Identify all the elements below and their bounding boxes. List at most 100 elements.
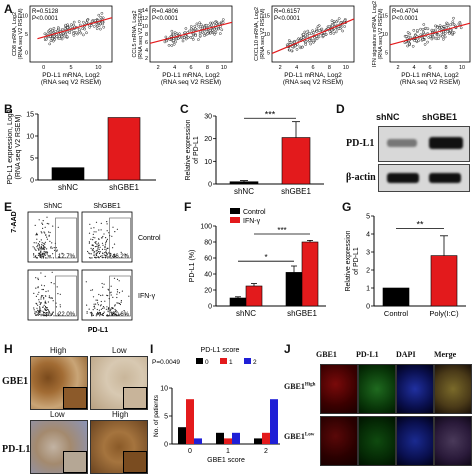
scatter-point: [183, 31, 187, 34]
flow-event: [35, 277, 37, 279]
flow-event: [93, 306, 95, 308]
flow-event: [35, 242, 37, 244]
y-tick-label: 10: [160, 386, 168, 393]
scatter-point: [307, 32, 311, 35]
scatter-point: [90, 19, 94, 23]
flow-event: [96, 245, 98, 247]
scatter-point: [49, 27, 52, 31]
flow-event: [48, 235, 50, 237]
blot-band-pdl1-shgbe1: [429, 137, 463, 149]
legend-swatch: [220, 358, 227, 364]
flow-event: [116, 228, 118, 230]
blot-band-actin-shgbe1: [429, 173, 461, 183]
bar: [107, 117, 141, 181]
flow-event: [52, 300, 54, 302]
flow-event: [96, 299, 99, 301]
scatter-point: [198, 31, 202, 35]
flow-event: [92, 233, 94, 235]
flow-event: [40, 239, 42, 241]
significance-label: *: [264, 253, 267, 262]
flow-event: [34, 224, 36, 226]
bar: [224, 438, 232, 444]
flow-event: [41, 242, 43, 244]
flow-event: [104, 246, 106, 249]
flow-event: [43, 304, 45, 306]
flow-event: [101, 248, 104, 250]
scatter-point: [191, 38, 195, 41]
scatter-point: [438, 24, 442, 27]
scatter-point: [170, 29, 174, 33]
flow-event: [43, 242, 45, 244]
flow-event: [38, 244, 40, 246]
flow-event: [38, 248, 40, 250]
flow-event: [33, 254, 35, 256]
flow-event: [47, 314, 49, 316]
scatter-point: [411, 45, 415, 48]
scatter-point: [312, 39, 316, 43]
scatter-point: [198, 21, 201, 25]
scatter-point: [430, 37, 434, 41]
flow-event: [61, 252, 63, 254]
flow-event: [112, 256, 114, 258]
flow-event: [104, 245, 106, 248]
bar: [229, 181, 259, 185]
blot-band-actin-shnc: [387, 173, 419, 183]
flow-event: [40, 272, 42, 274]
scatter-point: [309, 32, 313, 36]
y-tick-label: 0: [208, 182, 212, 189]
scatter-point: [79, 31, 83, 35]
scatter-point: [215, 27, 218, 31]
flow-event: [42, 247, 44, 249]
scatter-point: [210, 23, 213, 27]
legend-swatch: [196, 358, 203, 364]
bar: [229, 297, 247, 307]
x-axis-label: GBE1 score: [207, 457, 245, 464]
scatter-point: [324, 32, 328, 36]
flow-event: [33, 242, 35, 244]
ihc-row-pdl1: PD-L1: [2, 444, 31, 455]
y-axis-label-units: of PD-L1: [193, 136, 200, 164]
flow-event: [55, 306, 58, 308]
flow-event: [111, 235, 113, 237]
panel-letter-j: J: [284, 342, 291, 356]
scatter-point: [337, 17, 341, 20]
flow-event: [46, 313, 48, 315]
flow-event: [95, 241, 97, 243]
flow-event: [93, 231, 95, 233]
flow-event: [41, 288, 43, 291]
flow-event: [94, 251, 96, 253]
flow-event: [41, 222, 43, 224]
flow-event: [106, 230, 108, 232]
flow-event: [37, 313, 39, 315]
y-tick-label: 80: [204, 240, 212, 247]
flow-event: [92, 248, 94, 250]
scatter-point: [193, 24, 197, 28]
scatter-point: [320, 27, 324, 31]
flow-event: [40, 302, 42, 304]
flow-event: [104, 256, 106, 259]
flow-event: [92, 236, 94, 238]
flow-event: [100, 222, 102, 224]
scatter-point: [449, 23, 452, 27]
regression-line: [37, 17, 113, 40]
flow-event: [104, 244, 107, 246]
scatter-point: [332, 20, 336, 23]
flow-event: [89, 253, 91, 255]
flow-event: [40, 315, 42, 317]
flow-event: [48, 310, 50, 312]
flow-event: [110, 294, 112, 296]
flow-event: [102, 235, 104, 238]
flow-event: [116, 278, 119, 280]
bar: [430, 255, 458, 307]
panel-h-ihc: High Low Low High GBE1 PD-L1: [0, 346, 148, 474]
blot-membrane-actin: [378, 164, 470, 192]
flow-event: [36, 257, 38, 259]
flow-event: [103, 311, 105, 313]
flow-event: [41, 295, 43, 297]
flow-event: [100, 314, 102, 316]
flow-event: [100, 300, 102, 303]
p-value-label: P<0.0001: [152, 16, 179, 22]
flow-event: [56, 250, 58, 252]
scatter-point: [441, 35, 444, 38]
scatter-point: [94, 19, 97, 22]
